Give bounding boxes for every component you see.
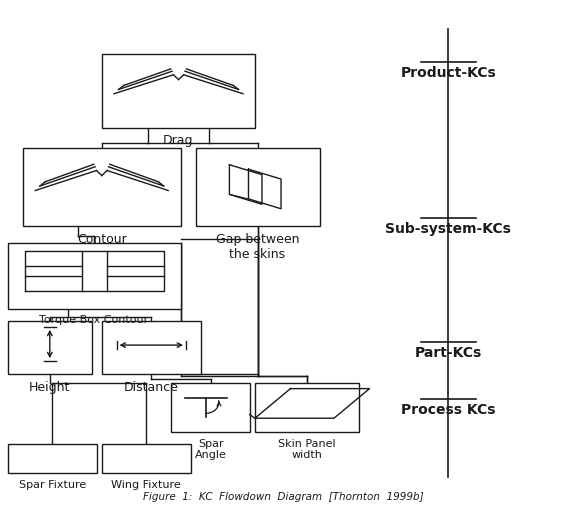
Bar [255,383,359,432]
Bar [8,444,97,473]
Text: Torque Box Contour: Torque Box Contour [39,315,149,325]
Bar [8,321,92,375]
Bar [102,54,255,128]
Bar [23,149,181,227]
Text: Drag: Drag [163,134,193,148]
Text: Gap between
the skins: Gap between the skins [215,233,299,261]
Text: Contour: Contour [77,233,126,246]
Bar [196,149,320,227]
Bar [8,243,181,309]
Bar [171,383,250,432]
Text: Sub-system-KCs: Sub-system-KCs [386,223,511,236]
Text: Distance: Distance [124,381,179,394]
Text: Spar
Angle: Spar Angle [195,439,227,460]
Text: Figure  1:  KC  Flowdown  Diagram  [Thornton  1999b]: Figure 1: KC Flowdown Diagram [Thornton … [143,492,424,502]
Text: Skin Panel
width: Skin Panel width [278,439,336,460]
Bar [102,321,201,375]
Text: Part-KCs: Part-KCs [414,346,482,359]
Text: Product-KCs: Product-KCs [400,66,496,80]
Text: Wing Fixture: Wing Fixture [112,480,181,490]
Text: Height: Height [28,381,70,394]
Text: Spar Fixture: Spar Fixture [19,480,86,490]
Text: Process KCs: Process KCs [401,403,496,417]
Bar [102,444,191,473]
